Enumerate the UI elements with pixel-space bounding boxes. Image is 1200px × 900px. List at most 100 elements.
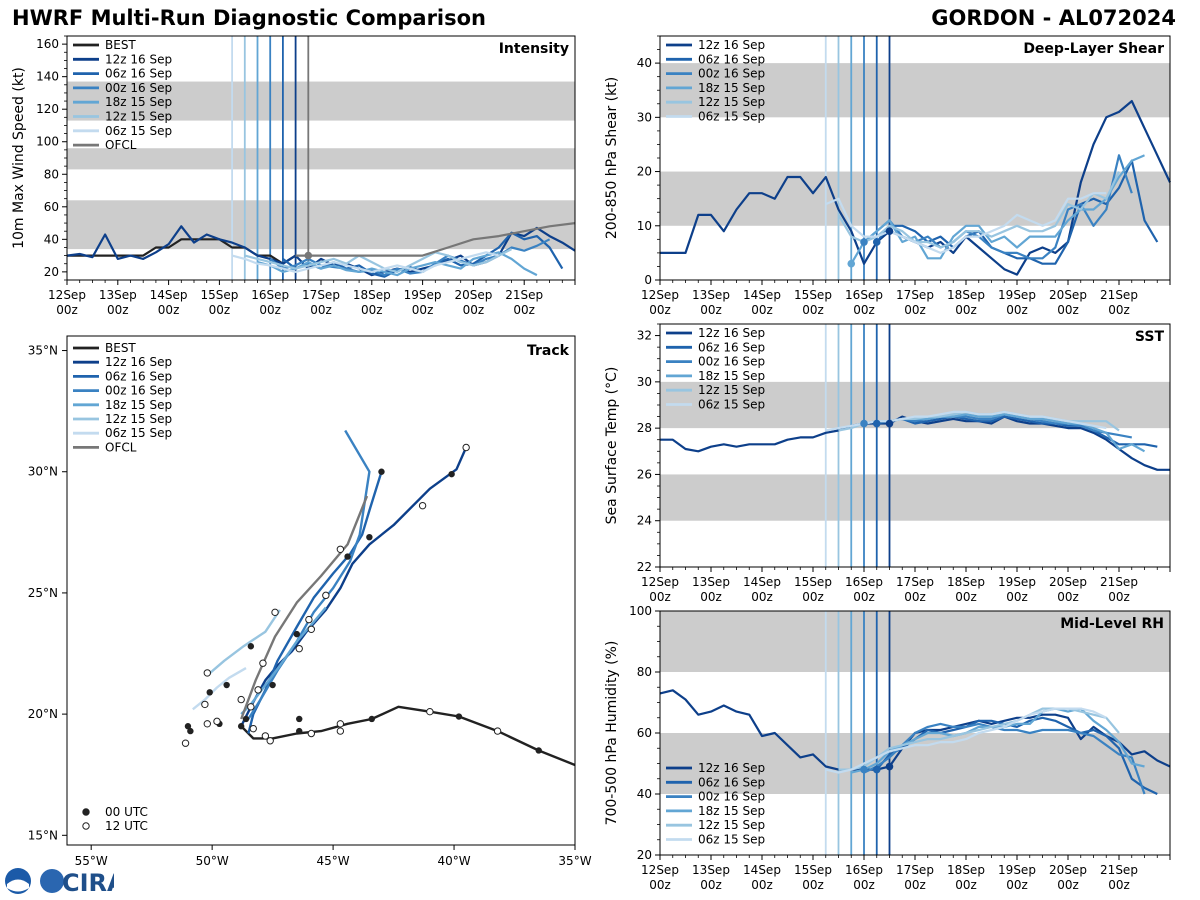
rh-xtick-label: 00z [802, 878, 824, 892]
shear-xtick-label: 00z [853, 303, 875, 317]
track-title: Track [527, 343, 570, 359]
track-marker-12utc [493, 727, 502, 735]
sst-xtick-label: 17Sep [896, 575, 934, 589]
track-marker-00utc [455, 713, 463, 720]
shear-xtick-label: 21Sep [1100, 288, 1138, 302]
rh-xtick-label: 00z [904, 878, 926, 892]
track-marker-00utc [296, 727, 303, 735]
shear-xtick-label: 15Sep [794, 288, 832, 302]
shear-band [660, 63, 1170, 118]
intensity-legend-label: 06z 16 Sep [105, 67, 172, 81]
track-ytick-label: 20°N [28, 707, 58, 721]
sst-xtick-label: 00z [649, 590, 671, 604]
rh-xtick-label: 00z [1057, 878, 1079, 892]
shear-xtick-label: 00z [700, 303, 722, 317]
shear-xtick-label: 13Sep [692, 288, 730, 302]
intensity-xtick-label: 19Sep [404, 288, 442, 302]
sst-xtick-label: 00z [904, 590, 926, 604]
intensity-xtick-label: 21Sep [505, 288, 543, 302]
rh-xtick-label: 19Sep [998, 863, 1036, 877]
sst-xtick-label: 00z [853, 590, 875, 604]
rh-xtick-label: 00z [853, 878, 875, 892]
rh-xtick-label: 00z [1108, 878, 1130, 892]
sst-xtick-label: 15Sep [794, 575, 832, 589]
intensity-xtick-label: 00z [209, 303, 231, 317]
sst-ytick-label: 26 [637, 467, 652, 481]
rh-xtick-label: 21Sep [1100, 863, 1138, 877]
rh-init-dot [872, 765, 881, 774]
track-marker-legend-label: 00 UTC [105, 805, 148, 819]
intensity-band [67, 200, 575, 250]
intensity-legend-label: OFCL [105, 138, 137, 152]
track-marker-00utc [293, 630, 301, 638]
track-series-line [240, 447, 468, 727]
rh-xtick-label: 13Sep [692, 863, 730, 877]
track-marker-12utc [203, 669, 212, 677]
shear-ytick-label: 0 [644, 273, 652, 287]
track-marker-12utc [266, 737, 274, 745]
shear-xtick-label: 19Sep [998, 288, 1036, 302]
cira-logo: CIRA [5, 868, 114, 896]
rh-legend-label: 12z 16 Sep [698, 761, 765, 775]
intensity-xtick-label: 00z [310, 303, 332, 317]
track-series-line [192, 667, 247, 711]
track-plot-area [181, 429, 575, 767]
shear-xtick-label: 00z [802, 303, 824, 317]
track-marker-legend-swatch [82, 822, 90, 830]
rh-xtick-label: 00z [751, 878, 773, 892]
sst-xtick-label: 00z [802, 590, 824, 604]
intensity-ytick-label: 140 [36, 70, 59, 84]
sst-init-dot [872, 419, 881, 428]
shear-panel: 01020304012Sep00z13Sep00z14Sep00z15Sep00… [604, 35, 1171, 317]
track-marker-12utc [307, 625, 316, 633]
track-xtick-label: 40°W [437, 854, 470, 868]
rh-legend-label: 18z 15 Sep [698, 804, 765, 818]
intensity-legend-label: 12z 15 Sep [105, 110, 172, 124]
intensity-xtick-label: 00z [56, 303, 78, 317]
shear-legend-label: 06z 16 Sep [698, 52, 765, 66]
sst-xtick-label: 00z [1057, 590, 1079, 604]
shear-legend-label: 00z 16 Sep [698, 67, 765, 81]
sst-xtick-label: 00z [751, 590, 773, 604]
rh-ytick-label: 60 [637, 726, 652, 740]
rh-xtick-label: 12Sep [641, 863, 679, 877]
intensity-xtick-label: 00z [259, 303, 281, 317]
track-series-line [240, 705, 575, 767]
track-xtick-label: 50°W [196, 854, 229, 868]
track-marker-00utc [344, 553, 351, 560]
track-marker-12utc [305, 615, 313, 624]
rh-ytick-label: 40 [637, 787, 652, 801]
track-marker-12utc [336, 727, 345, 735]
rh-ytick-label: 100 [629, 604, 652, 618]
track-marker-12utc [261, 732, 270, 740]
sst-band [660, 474, 1170, 521]
track-marker-12utc [271, 608, 279, 617]
shear-xtick-label: 18Sep [947, 288, 985, 302]
track-legend-label: BEST [105, 341, 136, 355]
intensity-xtick-label: 18Sep [353, 288, 391, 302]
track-marker-12utc [203, 720, 212, 728]
shear-legend-label: 06z 15 Sep [698, 110, 765, 124]
sst-xtick-label: 20Sep [1049, 575, 1087, 589]
track-ytick-label: 25°N [28, 586, 58, 600]
track-marker-12utc [462, 443, 470, 452]
intensity-xtick-label: 00z [158, 303, 180, 317]
rh-legend-label: 12z 15 Sep [698, 818, 765, 832]
sst-xtick-label: 19Sep [998, 575, 1036, 589]
shear-init-dot [860, 238, 868, 246]
rh-series-line [863, 722, 1146, 795]
track-marker-00utc [184, 723, 192, 730]
rh-series-line [875, 716, 1158, 795]
track-marker-12utc [254, 686, 262, 694]
sst-ytick-label: 30 [637, 375, 652, 389]
intensity-legend-label: BEST [105, 38, 136, 52]
track-marker-00utc [368, 715, 375, 723]
intensity-series-line [231, 251, 500, 273]
track-marker-12utc [307, 729, 316, 738]
track-marker-legend-label: 12 UTC [105, 819, 148, 833]
shear-ytick-label: 40 [637, 56, 652, 70]
track-marker-12utc [201, 700, 209, 709]
shear-init-dot [885, 227, 894, 235]
shear-series-line [825, 192, 1107, 254]
track-legend-label: 12z 16 Sep [105, 355, 172, 369]
